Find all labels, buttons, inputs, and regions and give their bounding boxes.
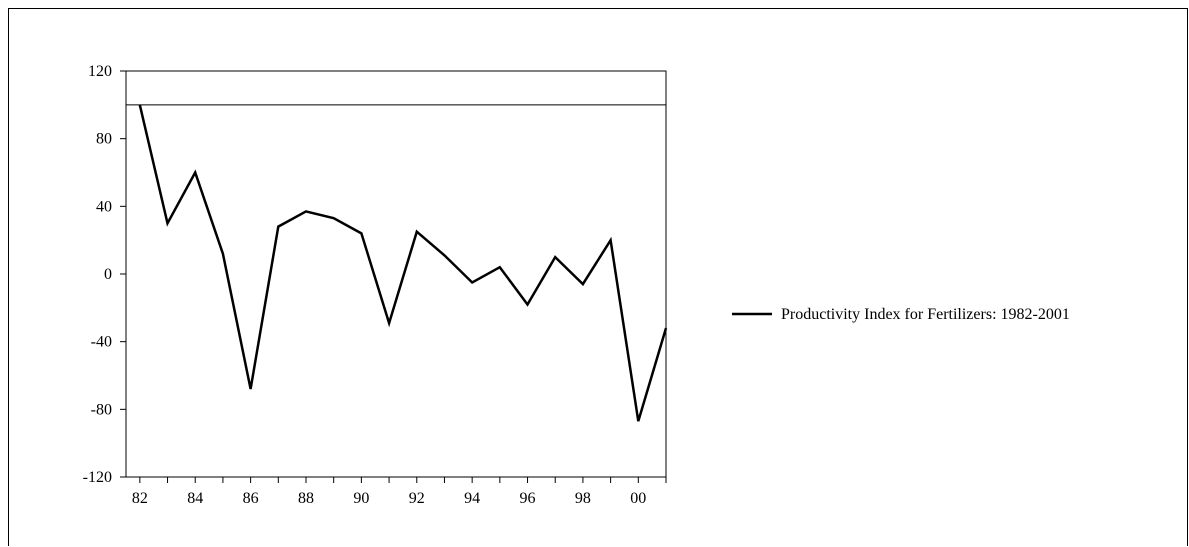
x-tick-label: 98 — [575, 490, 591, 507]
x-tick-label: 86 — [243, 490, 259, 507]
x-tick-label: 88 — [298, 490, 314, 507]
x-tick-label: 96 — [520, 490, 536, 507]
chart-frame — [8, 8, 1188, 546]
x-tick-label: 82 — [132, 490, 148, 507]
y-tick-label: -40 — [91, 334, 112, 351]
y-tick-label: -80 — [91, 401, 112, 418]
plot-area — [125, 70, 667, 478]
x-axis: 82 84 86 88 90 92 94 96 98 00 — [132, 477, 667, 507]
x-tick-label: 92 — [409, 490, 425, 507]
y-tick-label: 40 — [96, 198, 112, 215]
y-tick-label: 80 — [96, 131, 112, 148]
x-tick-label: 00 — [630, 490, 646, 507]
x-tick-label: 90 — [353, 490, 369, 507]
y-tick-label: 120 — [88, 63, 112, 80]
series-line — [138, 104, 668, 422]
x-tick-label: 94 — [464, 490, 480, 507]
x-tick-label: 84 — [187, 490, 203, 507]
y-tick-label: -120 — [83, 469, 112, 486]
y-tick-label: 0 — [104, 266, 112, 283]
y-axis: 120 80 40 0 -40 -80 -120 — [83, 63, 126, 486]
legend-label: Productivity Index for Fertilizers: 1982… — [781, 306, 1070, 323]
legend: Productivity Index for Fertilizers: 1982… — [732, 306, 1070, 323]
